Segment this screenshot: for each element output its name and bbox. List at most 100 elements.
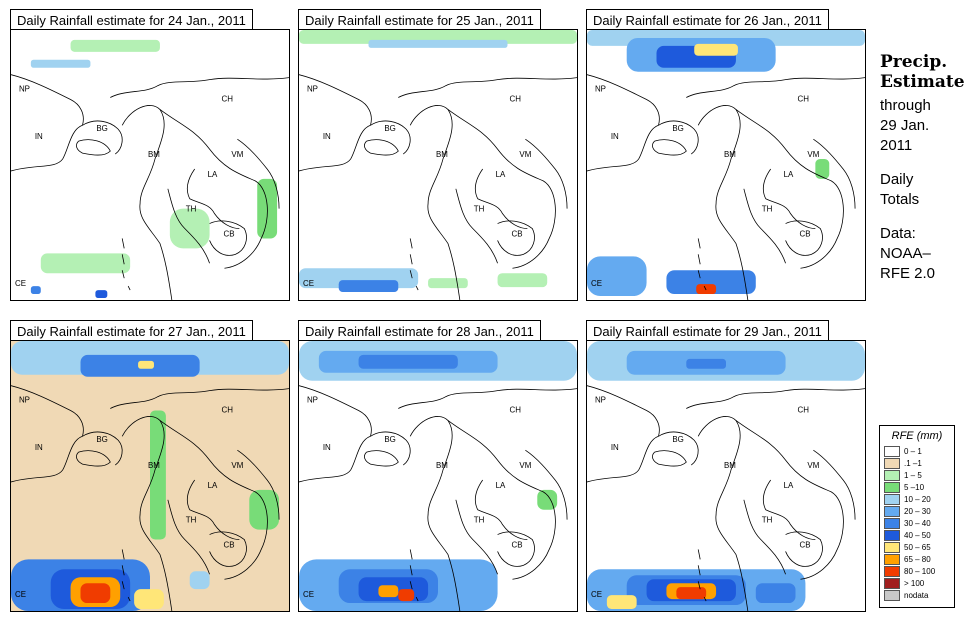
country-label-ch: CH bbox=[221, 94, 233, 103]
legend-row: nodata bbox=[884, 589, 950, 601]
country-border bbox=[497, 531, 535, 567]
country-label-np: NP bbox=[307, 85, 318, 94]
country-label-bm: BM bbox=[724, 461, 736, 470]
map-background bbox=[299, 30, 577, 300]
country-label-bm: BM bbox=[436, 461, 448, 470]
country-border bbox=[159, 420, 268, 580]
country-border bbox=[237, 449, 280, 520]
map-panel-25-jan: Daily Rainfall estimate for 25 Jan., 201… bbox=[298, 9, 588, 301]
legend-row: > 100 bbox=[884, 577, 950, 589]
country-border bbox=[110, 388, 289, 409]
country-border bbox=[370, 120, 411, 155]
legend-label: nodata bbox=[904, 590, 929, 600]
country-border bbox=[762, 168, 816, 229]
country-border bbox=[587, 124, 659, 172]
country-label-in: IN bbox=[35, 132, 43, 141]
country-label-bm: BM bbox=[148, 150, 160, 159]
legend-swatch bbox=[884, 517, 900, 529]
rainfall-area bbox=[537, 489, 558, 510]
country-label-bg: BG bbox=[672, 124, 683, 133]
legend-swatch bbox=[884, 457, 900, 469]
country-label-ce: CE bbox=[15, 279, 26, 288]
rainfall-area bbox=[95, 290, 108, 299]
legend-title: RFE (mm) bbox=[891, 430, 943, 442]
country-label-la: LA bbox=[784, 481, 794, 490]
rainfall-area bbox=[169, 208, 210, 249]
rainfall-area bbox=[676, 587, 707, 600]
country-border bbox=[697, 105, 749, 300]
country-label-np: NP bbox=[19, 396, 30, 405]
country-border bbox=[121, 549, 125, 590]
country-label-th: TH bbox=[186, 516, 197, 525]
country-label-ce: CE bbox=[303, 279, 314, 288]
country-border bbox=[703, 596, 707, 602]
map-panel-29-jan: Daily Rainfall estimate for 29 Jan., 201… bbox=[586, 320, 876, 612]
rainfall-area bbox=[368, 39, 508, 48]
rainfall-area bbox=[666, 270, 756, 295]
rainfall-area bbox=[696, 284, 717, 295]
country-border bbox=[447, 109, 556, 269]
country-border bbox=[299, 385, 372, 437]
country-border bbox=[121, 416, 173, 611]
country-label-bg: BG bbox=[672, 435, 683, 444]
country-border bbox=[409, 416, 461, 611]
map-svg: NP IN BG BM CH VM LA TH CB CE bbox=[11, 30, 289, 300]
legend-label: 0 – 1 bbox=[904, 446, 922, 456]
rainfall-area bbox=[815, 159, 830, 179]
country-border bbox=[398, 77, 577, 98]
country-label-bg: BG bbox=[384, 435, 395, 444]
legend-row: 0 – 1 bbox=[884, 445, 950, 457]
rainfall-area bbox=[138, 360, 154, 369]
country-label-bm: BM bbox=[436, 150, 448, 159]
sidebar-through: through bbox=[880, 97, 931, 114]
sidebar-heading-1: Precip. bbox=[880, 52, 948, 72]
country-label-bg: BG bbox=[96, 124, 107, 133]
map-panel-28-jan: Daily Rainfall estimate for 28 Jan., 201… bbox=[298, 320, 588, 612]
map-svg: NP IN BG BM CH VM LA TH CB CE bbox=[299, 341, 577, 611]
country-border bbox=[398, 388, 577, 409]
legend-row: .1 –1 bbox=[884, 457, 950, 469]
map-panel-24-jan: Daily Rainfall estimate for 24 Jan., 201… bbox=[10, 9, 300, 301]
sidebar-heading-2: Estimate bbox=[880, 72, 965, 92]
rfe-legend: RFE (mm) 0 – 1 .1 –1 1 – 5 5 –10 10 – 20… bbox=[879, 425, 955, 608]
rainfall-area bbox=[40, 253, 131, 274]
sidebar-date-1: 29 Jan. bbox=[880, 117, 930, 134]
country-label-bm: BM bbox=[724, 150, 736, 159]
country-label-in: IN bbox=[323, 132, 331, 141]
sidebar-daily: Daily bbox=[880, 171, 914, 188]
rainfall-area bbox=[755, 583, 796, 604]
country-border bbox=[497, 220, 535, 256]
country-label-th: TH bbox=[762, 516, 773, 525]
country-label-in: IN bbox=[611, 443, 619, 452]
country-border bbox=[82, 120, 123, 155]
country-border bbox=[652, 139, 687, 156]
sidebar-info: Precip. Estimate through 29 Jan. 2011 Da… bbox=[880, 52, 965, 284]
country-label-la: LA bbox=[784, 170, 794, 179]
rainfall-map: NP IN BG BM CH VM LA TH CB CE bbox=[586, 29, 866, 301]
country-label-th: TH bbox=[474, 205, 485, 214]
country-border bbox=[415, 596, 419, 602]
country-border bbox=[11, 385, 84, 437]
rainfall-area bbox=[80, 583, 111, 604]
country-border bbox=[11, 435, 83, 483]
country-label-bm: BM bbox=[148, 461, 160, 470]
country-border bbox=[82, 431, 123, 466]
country-border bbox=[370, 431, 411, 466]
country-label-vm: VM bbox=[519, 461, 531, 470]
legend-label: 20 – 30 bbox=[904, 506, 931, 516]
rainfall-map: NP IN BG BM CH VM LA TH CB CE bbox=[586, 340, 866, 612]
country-border bbox=[813, 449, 856, 520]
legend-row: 30 – 40 bbox=[884, 517, 950, 529]
country-border bbox=[658, 120, 699, 155]
country-border bbox=[785, 531, 823, 567]
legend-row: 80 – 100 bbox=[884, 565, 950, 577]
country-border bbox=[686, 388, 865, 409]
legend-swatch bbox=[884, 469, 900, 481]
country-border bbox=[455, 188, 498, 264]
country-border bbox=[167, 188, 210, 264]
country-label-cb: CB bbox=[799, 229, 810, 238]
country-border bbox=[587, 74, 660, 126]
rainfall-area bbox=[686, 358, 726, 369]
rainfall-area bbox=[694, 43, 738, 56]
panel-title: Daily Rainfall estimate for 25 Jan., 201… bbox=[298, 9, 541, 30]
